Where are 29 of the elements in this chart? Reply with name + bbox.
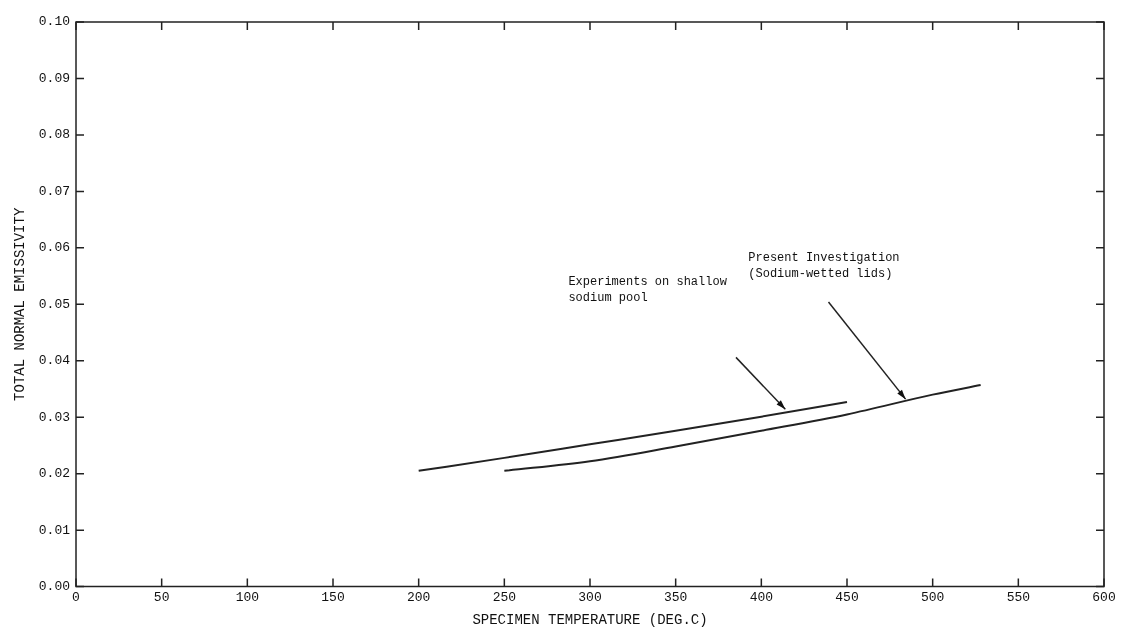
y-tick-label: 0.09 bbox=[38, 70, 71, 86]
y-tick-label: 0.01 bbox=[38, 522, 71, 538]
x-axis-title: SPECIMEN TEMPERATURE (DEG.C) bbox=[472, 612, 708, 629]
y-tick-label: 0.03 bbox=[38, 409, 71, 425]
x-tick-label: 450 bbox=[835, 589, 859, 605]
x-tick-label: 300 bbox=[578, 589, 602, 605]
line-series bbox=[417, 400, 848, 472]
y-tick-label: 0.10 bbox=[38, 14, 71, 30]
x-tick-label: 550 bbox=[1006, 589, 1031, 605]
x-tick-label: 400 bbox=[749, 589, 774, 605]
x-tick-label: 150 bbox=[321, 589, 345, 605]
x-tick-label: 500 bbox=[920, 589, 945, 605]
x-tick-label: 100 bbox=[235, 589, 260, 605]
x-tick-label: 600 bbox=[1092, 589, 1116, 605]
annotation: Present Investigation (Sodium-wetted lids) bbox=[748, 251, 900, 282]
y-tick-label: 0.05 bbox=[38, 296, 71, 312]
x-tick-label: 200 bbox=[406, 589, 431, 605]
y-tick-label: 0.07 bbox=[38, 183, 71, 199]
x-tick-label: 350 bbox=[663, 589, 688, 605]
y-tick-label: 0.00 bbox=[38, 579, 71, 595]
y-tick-label: 0.02 bbox=[38, 466, 71, 482]
annotation: Experiments on shallow sodium pool bbox=[568, 274, 728, 305]
x-tick-label: 0 bbox=[72, 589, 80, 605]
y-tick-label: 0.06 bbox=[38, 240, 71, 256]
y-tick-label: 0.04 bbox=[38, 353, 71, 369]
x-tick-label: 50 bbox=[153, 589, 170, 605]
y-tick-label: 0.08 bbox=[38, 127, 71, 143]
y-axis-title: TOTAL NORMAL EMISSIVITY bbox=[12, 207, 29, 401]
x-tick-label: 250 bbox=[492, 589, 517, 605]
